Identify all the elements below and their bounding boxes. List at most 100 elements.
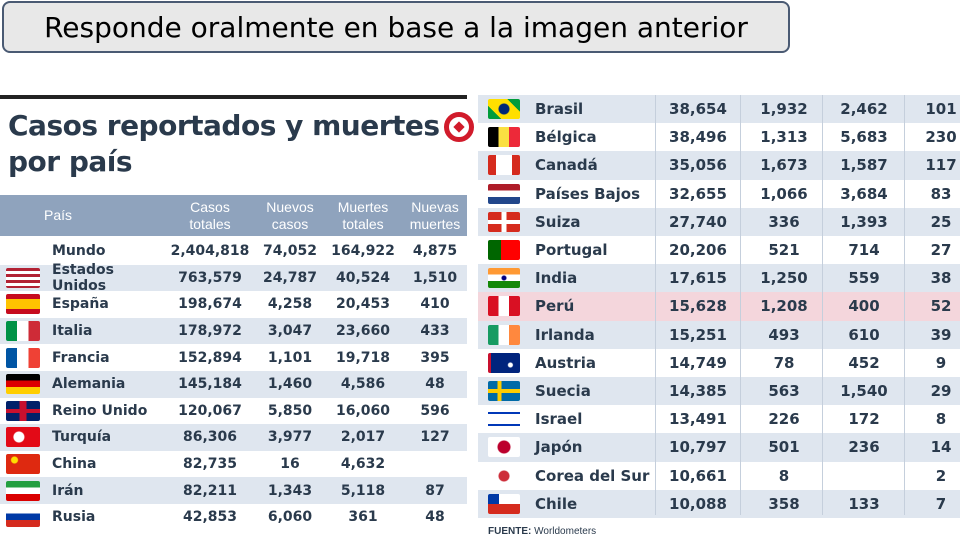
table-row: Alemania 145,184 1,460 4,586 48 — [0, 371, 467, 398]
header-new-cases: Nuevos casos — [266, 198, 314, 232]
new-cases: 1,101 — [267, 349, 313, 366]
table-row: Italia 178,972 3,047 23,660 433 — [0, 317, 467, 345]
total-cases: 178,972 — [178, 323, 242, 340]
flag-br-icon — [488, 99, 520, 120]
total-cases: 82,211 — [182, 482, 238, 499]
new-cases: 3,047 — [267, 323, 313, 340]
flag-il-icon — [488, 409, 520, 430]
country-name: Suecia — [535, 382, 591, 401]
total-deaths: 1,540 — [840, 382, 888, 401]
total-deaths: 172 — [848, 410, 880, 429]
new-deaths: 27 — [930, 241, 952, 260]
total-cases: 763,579 — [178, 269, 242, 286]
new-deaths: 87 — [425, 482, 445, 499]
total-cases: 38,654 — [669, 100, 727, 119]
total-deaths: 4,586 — [340, 376, 386, 393]
total-cases: 17,615 — [669, 269, 727, 288]
total-cases: 15,251 — [669, 325, 727, 344]
new-cases: 1,932 — [760, 100, 808, 119]
table-row: Estados Unidos 763,579 24,787 40,524 1,510 — [0, 262, 467, 294]
country-name: Alemania — [52, 376, 126, 393]
new-cases: 78 — [773, 353, 795, 372]
total-cases: 2,404,818 — [170, 243, 250, 260]
table-row: Canadá 35,056 1,673 1,587 117 — [478, 151, 960, 180]
country-name: India — [535, 269, 578, 288]
country-name: Irlanda — [535, 325, 595, 344]
new-deaths: 1,510 — [412, 269, 458, 286]
new-cases: 521 — [768, 241, 800, 260]
flag-pt-icon — [488, 240, 520, 261]
total-deaths: 5,683 — [840, 128, 888, 147]
new-deaths: 395 — [420, 349, 450, 366]
new-cases: 1,313 — [760, 128, 808, 147]
table-row: Francia 152,894 1,101 19,718 395 — [0, 344, 467, 371]
title-line-1: Casos reportados y muertes — [8, 109, 440, 142]
new-cases: 1,343 — [267, 482, 313, 499]
new-cases: 24,787 — [262, 269, 318, 286]
flag-jp-icon — [488, 437, 520, 458]
total-deaths: 20,453 — [335, 296, 391, 313]
table-row: Países Bajos 32,655 1,066 3,684 83 — [478, 180, 960, 208]
new-cases: 6,060 — [267, 509, 313, 526]
total-deaths: 361 — [348, 509, 378, 526]
flag-be-icon — [488, 127, 520, 148]
total-cases: 120,067 — [178, 402, 242, 419]
new-cases: 501 — [768, 438, 800, 457]
header-total-cases: Casos totales — [189, 198, 231, 232]
total-cases: 42,853 — [182, 509, 238, 526]
source-note: FUENTE: Worldometers — [488, 526, 596, 537]
total-cases: 152,894 — [178, 349, 242, 366]
flag-pe-icon — [488, 296, 520, 317]
header-country: País — [44, 207, 73, 223]
new-deaths: 29 — [930, 382, 952, 401]
total-cases: 82,735 — [182, 456, 238, 473]
total-deaths: 1,587 — [840, 156, 888, 175]
new-deaths: 230 — [925, 128, 957, 147]
flag-se-icon — [488, 381, 520, 402]
table-header: País Casos totales Nuevos casos Muertes … — [0, 195, 467, 236]
new-cases: 358 — [768, 494, 800, 513]
new-cases: 226 — [768, 410, 800, 429]
total-deaths: 610 — [848, 325, 880, 344]
total-cases: 32,655 — [669, 184, 727, 203]
table-row: Rusia 42,853 6,060 361 48 — [0, 504, 467, 531]
flag-us-icon — [6, 267, 40, 288]
new-deaths: 7 — [935, 494, 947, 513]
new-deaths: 433 — [420, 323, 450, 340]
new-deaths: 38 — [930, 269, 952, 288]
total-deaths: 559 — [848, 269, 880, 288]
total-cases: 198,674 — [178, 296, 242, 313]
table-row: Japón 10,797 501 236 14 — [478, 433, 960, 462]
table-row: Irlanda 15,251 493 610 39 — [478, 320, 960, 349]
total-deaths: 236 — [848, 438, 880, 457]
table-row: Austria 14,749 78 452 9 — [478, 349, 960, 377]
flag-au-icon — [488, 352, 520, 373]
new-deaths: 4,875 — [412, 243, 458, 260]
country-name: Italia — [52, 323, 93, 340]
flag-in-icon — [488, 268, 520, 289]
flag-cn-icon — [6, 454, 40, 475]
total-deaths: 714 — [848, 241, 880, 260]
total-cases: 13,491 — [669, 410, 727, 429]
country-name: Corea del Sur — [535, 466, 650, 485]
table-row: Irán 82,211 1,343 5,118 87 — [0, 477, 467, 504]
new-deaths: 2 — [935, 466, 947, 485]
table-row: Suecia 14,385 563 1,540 29 — [478, 377, 960, 406]
new-cases: 4,258 — [267, 296, 313, 313]
new-deaths: 101 — [925, 100, 957, 119]
country-name: Rusia — [52, 509, 96, 526]
country-name: Israel — [535, 410, 583, 429]
flag-ch-icon — [488, 211, 520, 232]
total-cases: 86,306 — [182, 429, 238, 446]
total-cases: 10,661 — [669, 466, 727, 485]
column-divider — [740, 95, 741, 515]
column-divider — [655, 95, 656, 515]
total-cases: 14,385 — [669, 382, 727, 401]
country-name: Irán — [52, 482, 84, 499]
table-row: España 198,674 4,258 20,453 410 — [0, 291, 467, 318]
new-cases: 74,052 — [262, 243, 318, 260]
flag-ca-icon — [488, 155, 520, 176]
new-cases: 563 — [768, 382, 800, 401]
new-cases: 1,066 — [760, 184, 808, 203]
country-name: Canadá — [535, 156, 598, 175]
